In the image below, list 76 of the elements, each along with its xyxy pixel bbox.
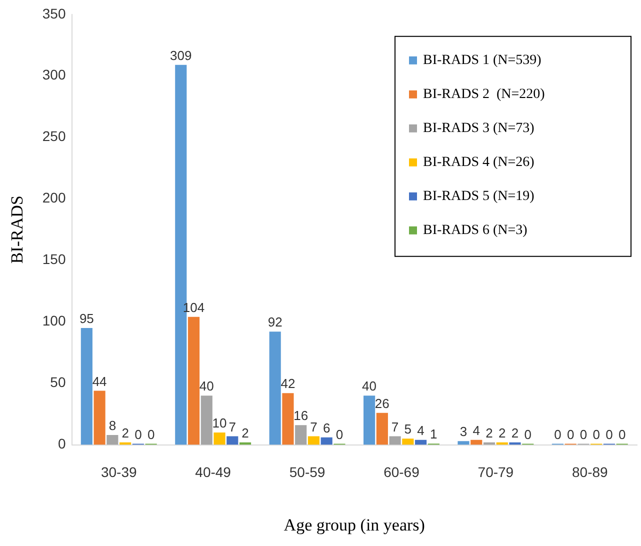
data-label: 8 (108, 418, 116, 434)
bar (269, 332, 281, 445)
data-label: 3 (460, 424, 468, 440)
bar (80, 328, 92, 445)
x-tick-label: 60-69 (384, 464, 420, 480)
bar (94, 390, 106, 445)
y-axis-title: BI-RADS (8, 196, 27, 264)
y-tick-label: 200 (42, 190, 66, 206)
data-label: 0 (336, 426, 344, 442)
data-label: 0 (147, 426, 155, 442)
bar (226, 436, 238, 445)
data-label: 2 (498, 425, 506, 440)
legend-label: BI-RADS 4 (N=26) (423, 155, 535, 170)
bar (376, 412, 388, 445)
data-label: 2 (486, 425, 493, 440)
data-label: 0 (592, 426, 600, 442)
y-tick-label: 150 (42, 251, 66, 268)
bar (188, 316, 200, 445)
data-label: 16 (294, 408, 308, 424)
data-label: 44 (92, 374, 107, 389)
x-tick-label: 40-49 (195, 464, 232, 480)
y-tick-label: 50 (50, 374, 66, 390)
data-label: 40 (362, 378, 377, 394)
data-label: 6 (322, 420, 330, 436)
data-label: 4 (472, 422, 480, 438)
bar (470, 440, 482, 445)
x-axis-title: Age group (in years) (284, 515, 425, 534)
bar (415, 440, 427, 445)
bar (282, 393, 294, 445)
bar (106, 434, 118, 445)
bar (214, 432, 226, 445)
data-label: 40 (199, 378, 214, 394)
data-label: 4 (417, 422, 424, 438)
data-label: 0 (134, 426, 142, 442)
data-label: 0 (524, 426, 532, 442)
bar (320, 437, 332, 445)
legend-label: BI-RADS 3 (N=73) (423, 121, 535, 136)
y-tick-label: 300 (42, 66, 66, 83)
bar (402, 438, 414, 445)
data-label: 0 (554, 426, 562, 442)
y-tick-label: 100 (42, 312, 66, 329)
legend-label: BI-RADS 2 (N=220) (423, 87, 546, 102)
y-tick-label: 350 (42, 5, 66, 22)
legend-label: BI-RADS 5 (N=19) (423, 189, 535, 204)
data-label: 42 (280, 376, 296, 392)
data-label: 0 (618, 426, 626, 442)
bar (458, 441, 470, 445)
data-label: 5 (404, 422, 412, 437)
x-tick-label: 80-89 (572, 464, 608, 480)
data-label: 10 (212, 416, 227, 431)
legend-label: BI-RADS 6 (N=3) (423, 223, 528, 238)
x-tick-label: 50-59 (289, 464, 326, 480)
data-label: 7 (310, 419, 318, 434)
legend-label: BI-RADS 1 (N=539) (423, 53, 542, 68)
x-tick-label: 70-79 (478, 464, 514, 480)
data-label: 92 (268, 314, 282, 330)
y-tick-label: 0 (58, 436, 66, 452)
bar (295, 425, 307, 445)
data-label: 0 (606, 426, 613, 442)
y-tick-label: 250 (42, 128, 66, 144)
data-label: 95 (79, 311, 94, 326)
data-label: 309 (170, 48, 192, 63)
data-label: 0 (566, 426, 574, 442)
data-label: 7 (228, 419, 236, 434)
data-label: 2 (511, 425, 519, 440)
bar (389, 436, 401, 445)
data-label: 26 (374, 396, 390, 411)
bar (308, 436, 320, 445)
bar (364, 396, 376, 445)
data-label: 1 (430, 426, 438, 442)
data-label: 7 (391, 419, 399, 434)
x-tick-label: 30-39 (100, 464, 137, 480)
data-label: 0 (580, 426, 588, 442)
data-label: 2 (242, 425, 249, 440)
data-label: 2 (122, 425, 129, 440)
bar (200, 396, 212, 445)
